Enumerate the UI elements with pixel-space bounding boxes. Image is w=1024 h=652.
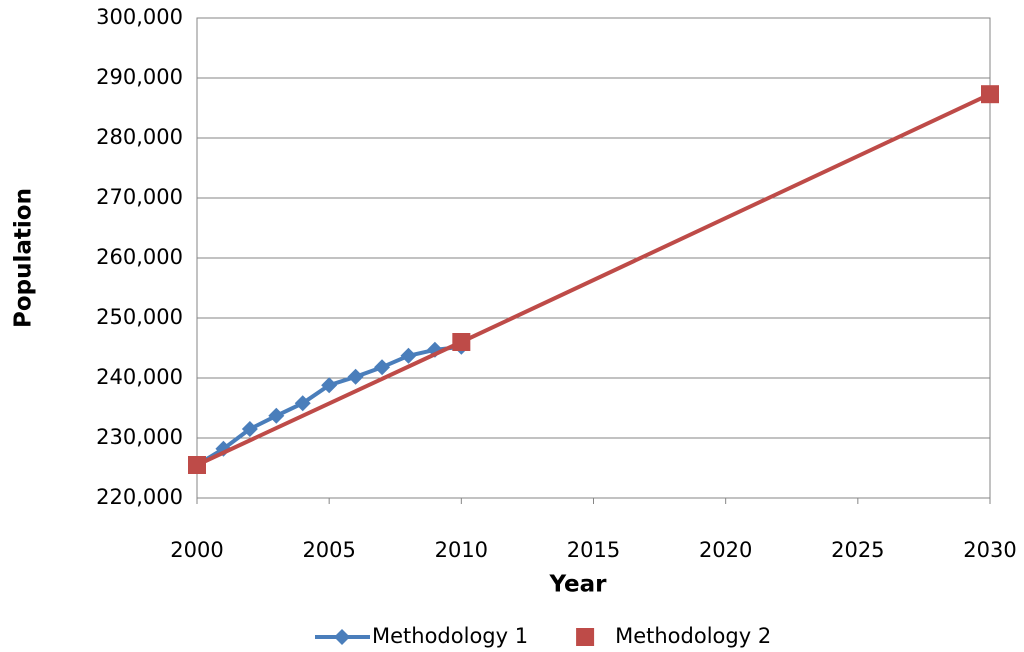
- x-tick-label: 2030: [963, 538, 1016, 562]
- x-tick-label: 2010: [435, 538, 488, 562]
- legend-marker: [334, 629, 350, 645]
- data-point: [981, 85, 999, 104]
- data-point: [268, 407, 285, 424]
- x-axis-title: Year: [548, 572, 607, 598]
- plot-area: [196, 17, 991, 499]
- series-line: [196, 92, 991, 467]
- y-tick-label: 220,000: [96, 485, 183, 509]
- data-point: [374, 359, 391, 376]
- y-tick-label: 290,000: [96, 65, 183, 89]
- legend-marker: [576, 628, 595, 646]
- data-point: [347, 368, 364, 385]
- legend-text: Methodology 1: [372, 624, 528, 648]
- y-tick-label: 260,000: [96, 245, 183, 269]
- data-point: [294, 395, 311, 412]
- x-tick-label: 2000: [170, 538, 223, 562]
- data-point: [400, 347, 417, 364]
- legend-text: Methodology 2: [615, 624, 771, 648]
- x-tick-label: 2015: [567, 538, 620, 562]
- data-point: [188, 456, 206, 474]
- y-tick-label: 230,000: [96, 425, 183, 449]
- x-tick-label: 2020: [699, 538, 752, 562]
- y-tick-label: 240,000: [96, 365, 183, 389]
- y-tick-label: 250,000: [96, 305, 183, 329]
- y-tick-label: 270,000: [96, 185, 183, 209]
- x-tick-label: 2025: [831, 538, 884, 562]
- x-tick-label: 2005: [302, 538, 355, 562]
- y-axis-title: Population: [11, 188, 37, 328]
- y-tick-label: 300,000: [96, 5, 183, 29]
- data-point: [452, 333, 471, 351]
- data-point: [241, 421, 258, 437]
- data-point: [321, 377, 338, 394]
- y-tick-label: 280,000: [96, 125, 183, 149]
